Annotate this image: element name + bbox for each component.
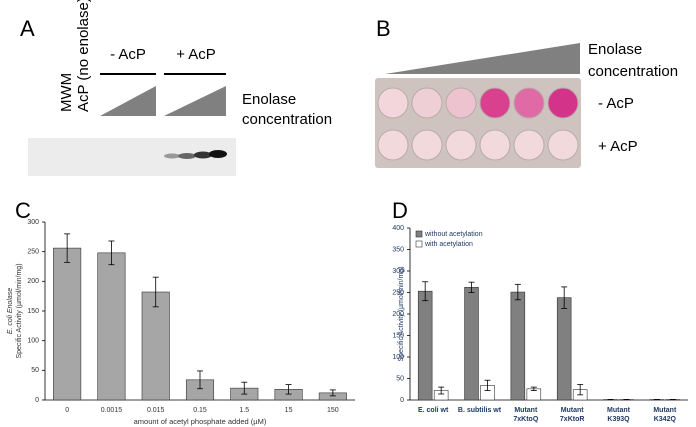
bar [464, 287, 479, 401]
well [411, 129, 443, 161]
y-tick-label: 300 [27, 219, 39, 226]
bar [53, 247, 82, 401]
error-bar [152, 276, 159, 308]
well [377, 129, 409, 161]
well [445, 129, 477, 161]
x-tick-label: 0.015 [147, 407, 165, 414]
y-tick-label: 350 [392, 246, 404, 253]
x-tick-label: 15 [285, 407, 293, 414]
error-bar [241, 381, 248, 395]
legend-swatch [415, 230, 423, 238]
x-tick-label: 0.15 [193, 407, 207, 414]
y-tick-label: 50 [31, 367, 39, 374]
bar [556, 297, 572, 401]
x-tick-label: 0 [65, 407, 69, 414]
y-axis-label: Specific Activity (µmol/min/mg) [16, 263, 23, 358]
well [377, 87, 409, 119]
gradient [100, 86, 156, 116]
x-tick-label: B. subtilis wt [458, 407, 502, 414]
error-bar [197, 370, 203, 390]
group-label: + AcP [176, 46, 216, 63]
y-tick-label: 100 [27, 338, 39, 345]
error-bar [468, 281, 475, 293]
well [513, 129, 545, 161]
gradient-label: Enolase [588, 41, 642, 58]
error-bar [422, 281, 429, 302]
well [411, 87, 443, 119]
bar [97, 252, 126, 401]
y-axis-label: Specific Activity (µmol/min/mg) [398, 266, 405, 361]
well [479, 87, 511, 119]
panel-label: D [392, 198, 408, 223]
legend-label: with acetylation [424, 241, 473, 248]
gradient-label: concentration [242, 111, 332, 128]
x-tick-label: 150 [327, 407, 339, 414]
y-tick-label: 100 [392, 354, 404, 361]
y-tick-label: 200 [392, 311, 404, 318]
bar [417, 290, 433, 401]
error-bar [561, 286, 568, 309]
panel-label: C [15, 198, 31, 223]
x-axis-label: amount of acetyl phosphate added (µM) [134, 417, 267, 426]
gel [28, 138, 236, 176]
error-bar [285, 384, 292, 395]
y-tick-label: 300 [392, 268, 404, 275]
legend-label: without acetylation [424, 231, 483, 238]
y-tick-label: 200 [27, 278, 39, 285]
error-bar [514, 283, 521, 301]
well [513, 87, 545, 119]
y-tick-label: 150 [392, 332, 404, 339]
error-bar [329, 389, 336, 397]
x-tick-label: Mutant K393Q [607, 407, 631, 423]
error-bar [577, 384, 584, 396]
bar [141, 291, 170, 401]
legend-swatch [415, 240, 423, 248]
x-tick-label: E. coli wt [418, 407, 449, 414]
plate [375, 78, 581, 168]
y-tick-label: 150 [27, 308, 39, 315]
y-tick-label: 250 [27, 249, 39, 256]
error-bar [530, 386, 537, 391]
y-tick-label: 0 [400, 397, 404, 404]
x-tick-label: 1.5 [239, 407, 249, 414]
well [547, 87, 579, 119]
row-label: - AcP [598, 95, 634, 112]
error-bar [438, 386, 445, 395]
row-label: + AcP [598, 138, 638, 155]
lane-label: MWM [58, 73, 75, 112]
x-tick-label: Mutant 7xKtoR [560, 407, 585, 423]
x-tick-label: 0.0015 [101, 407, 123, 414]
panel-label: B [376, 16, 391, 41]
y-tick-label: 50 [396, 375, 404, 382]
x-tick-label: Mutant 7xKtoQ [513, 407, 538, 423]
group-label: - AcP [110, 46, 146, 63]
error-bar [64, 233, 71, 263]
gradient-label: concentration [588, 63, 678, 80]
y-axis-label: E. coli Enolase [7, 288, 14, 334]
well [479, 129, 511, 161]
well [547, 129, 579, 161]
error-bar [108, 240, 115, 266]
gradient [385, 43, 580, 74]
x-tick-label: Mutant K342Q [653, 407, 677, 423]
y-tick-label: 0 [35, 397, 39, 404]
well [445, 87, 477, 119]
y-tick-label: 250 [392, 289, 404, 296]
bar [510, 291, 526, 401]
panel-label: A [20, 16, 35, 41]
gradient [164, 86, 226, 116]
gradient-label: Enolase [242, 91, 296, 108]
error-bar [484, 379, 491, 391]
y-tick-label: 400 [392, 225, 404, 232]
lane-label: AcP (no enolase) [75, 0, 92, 112]
